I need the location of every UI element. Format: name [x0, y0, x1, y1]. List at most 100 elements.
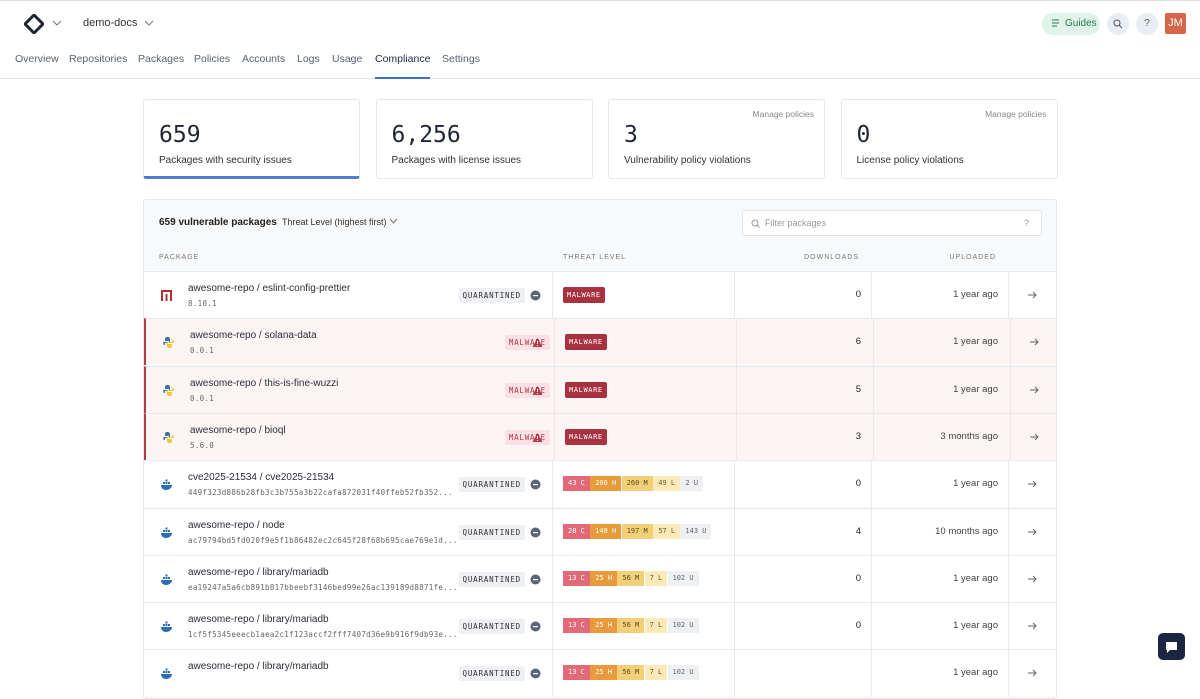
stat-label: Packages with security issues	[159, 155, 292, 166]
cell-divider	[873, 413, 874, 461]
package-name[interactable]: awesome-repo / this-is-fine-wuzzi	[190, 377, 339, 389]
filter-hint: ?	[1023, 218, 1029, 228]
package-icon	[163, 384, 174, 396]
package-version: ea19247a5a6cb891b817bbeebf3146bed99e26ac…	[188, 582, 458, 592]
cell-divider	[736, 413, 737, 461]
chevron[interactable]	[144, 19, 154, 27]
nav-tab[interactable]: Usage	[332, 53, 363, 65]
threat-badge: MALWARE	[563, 287, 605, 303]
package-name[interactable]: awesome-repo / library/mariadb	[188, 661, 329, 673]
nav-tab[interactable]: Compliance	[375, 53, 431, 79]
downloads: 6	[855, 336, 861, 348]
stat-card[interactable]: 3 Vulnerability policy violations Manage p…	[608, 99, 825, 179]
threat-segment: 197 M	[621, 523, 653, 539]
cell-divider	[1010, 319, 1011, 367]
cell-divider	[552, 272, 553, 319]
package-row[interactable]: awesome-repo / library/mariadb QUARANTINE…	[144, 649, 1056, 698]
panel-title: 659 vulnerable packages	[159, 217, 277, 228]
package-icon	[161, 668, 172, 680]
cell-divider	[873, 366, 874, 414]
search-button[interactable]	[1107, 13, 1129, 35]
nav-tabs: Overview Repositories Packages Policies Acco…	[0, 50, 1200, 79]
avatar[interactable]: JM	[1165, 13, 1186, 34]
package-row[interactable]: cve2025-21534 / cve2025-21534 449f323d886…	[144, 460, 1056, 509]
package-name[interactable]: awesome-repo / eslint-config-prettier	[188, 283, 351, 294]
book-icon	[1052, 19, 1059, 27]
threat-segment: 206 H	[590, 476, 622, 492]
row-arrow	[1030, 338, 1039, 346]
threat-segment: 49 L	[653, 476, 681, 492]
stat-card[interactable]: 6,256 Packages with license issues	[375, 99, 593, 179]
threat-segment: 148 H	[590, 523, 622, 539]
nav-tab[interactable]: Overview	[15, 53, 59, 65]
cell-divider	[734, 508, 735, 556]
org-name[interactable]: demo-docs	[83, 17, 138, 29]
stat-card[interactable]: 0 License policy violations Manage policie…	[840, 99, 1058, 179]
package-row[interactable]: awesome-repo / library/mariadb ea19247a5a…	[144, 554, 1056, 603]
manage-link[interactable]: Manage policies	[752, 109, 814, 119]
cell-divider	[734, 555, 735, 603]
threat-segment: 43 C	[563, 476, 590, 492]
package-row[interactable]: awesome-repo / this-is-fine-wuzzi 0.0.1 MA…	[144, 365, 1056, 414]
package-version: 8.10.1	[188, 299, 217, 308]
quarantine-icon	[530, 574, 541, 585]
package-name[interactable]: awesome-repo / solana-data	[190, 330, 317, 342]
cell-divider	[1008, 603, 1009, 651]
help-button[interactable]: ?	[1136, 13, 1158, 35]
nav-tab[interactable]: Settings	[442, 53, 480, 65]
guides-button[interactable]: Guides	[1042, 13, 1100, 35]
row-arrow	[1028, 670, 1037, 677]
nav-tab[interactable]: Packages	[138, 53, 185, 65]
filter-input[interactable]: Filter packages?	[742, 210, 1042, 236]
downloads: 0	[855, 572, 861, 584]
uploaded: 1 year ago	[953, 572, 998, 584]
chevron[interactable]	[52, 19, 62, 27]
package-row[interactable]: awesome-repo / bioql 5.6.0 MALWARE MALWARE 3…	[144, 412, 1056, 461]
downloads: 4	[855, 525, 861, 537]
package-name[interactable]: awesome-repo / node	[188, 519, 285, 531]
threat-segment: 102 U	[667, 618, 699, 634]
cell-divider	[873, 319, 874, 367]
cell-divider	[1008, 461, 1009, 509]
package-name[interactable]: awesome-repo / library/mariadb	[188, 614, 329, 626]
threat-segment: 7 L	[644, 570, 668, 586]
threat-badge: MALWARE	[565, 334, 607, 351]
quarantine-icon	[530, 668, 541, 679]
row-arrow	[1028, 480, 1037, 488]
status-badge: MALWARE	[504, 429, 550, 445]
chat-icon	[1166, 642, 1177, 653]
package-row[interactable]: awesome-repo / node ac79794bd5fd020f9e5f1…	[144, 507, 1056, 556]
downloads: 0	[855, 478, 861, 490]
package-name[interactable]: awesome-repo / bioql	[190, 424, 286, 436]
cell-divider	[736, 366, 737, 414]
nav-tab[interactable]: Repositories	[69, 53, 128, 65]
nav-tab[interactable]: Policies	[194, 53, 231, 65]
nav-tab[interactable]: Logs	[297, 53, 320, 65]
quarantine-icon	[530, 290, 541, 301]
sort-select[interactable]: Threat Level (highest first)	[282, 217, 398, 227]
threat-segment: 56 M	[617, 618, 645, 634]
manage-link[interactable]: Manage policies	[985, 109, 1047, 119]
package-icon	[161, 621, 172, 633]
uploaded: 10 months ago	[935, 525, 998, 537]
stat-value: 0	[856, 122, 871, 148]
threat-segment: 13 C	[563, 618, 590, 634]
cell-divider	[871, 272, 872, 319]
warning-icon	[532, 432, 543, 442]
warning-icon	[532, 338, 543, 348]
package-row[interactable]: awesome-repo / eslint-config-prettier 8.1…	[144, 271, 1056, 319]
logo[interactable]	[24, 14, 44, 34]
package-icon	[163, 337, 174, 349]
column-header: DOWNLOADS	[804, 254, 859, 261]
nav-tab[interactable]: Accounts	[242, 53, 286, 65]
package-row[interactable]: awesome-repo / solana-data 0.0.1 MALWARE MA…	[144, 318, 1056, 367]
package-name[interactable]: cve2025-21534 / cve2025-21534	[188, 472, 335, 484]
column-header: UPLOADED	[949, 254, 996, 261]
package-row[interactable]: awesome-repo / library/mariadb 1cf5f5345e…	[144, 602, 1056, 651]
stat-card[interactable]: 659 Packages with security issues	[143, 99, 360, 179]
quarantine-icon	[530, 527, 541, 537]
chat-button[interactable]	[1158, 633, 1185, 660]
top-bar: demo-docs Guides ? JM	[0, 0, 1200, 42]
package-name[interactable]: awesome-repo / library/mariadb	[188, 566, 329, 578]
stat-value: 3	[624, 122, 638, 148]
